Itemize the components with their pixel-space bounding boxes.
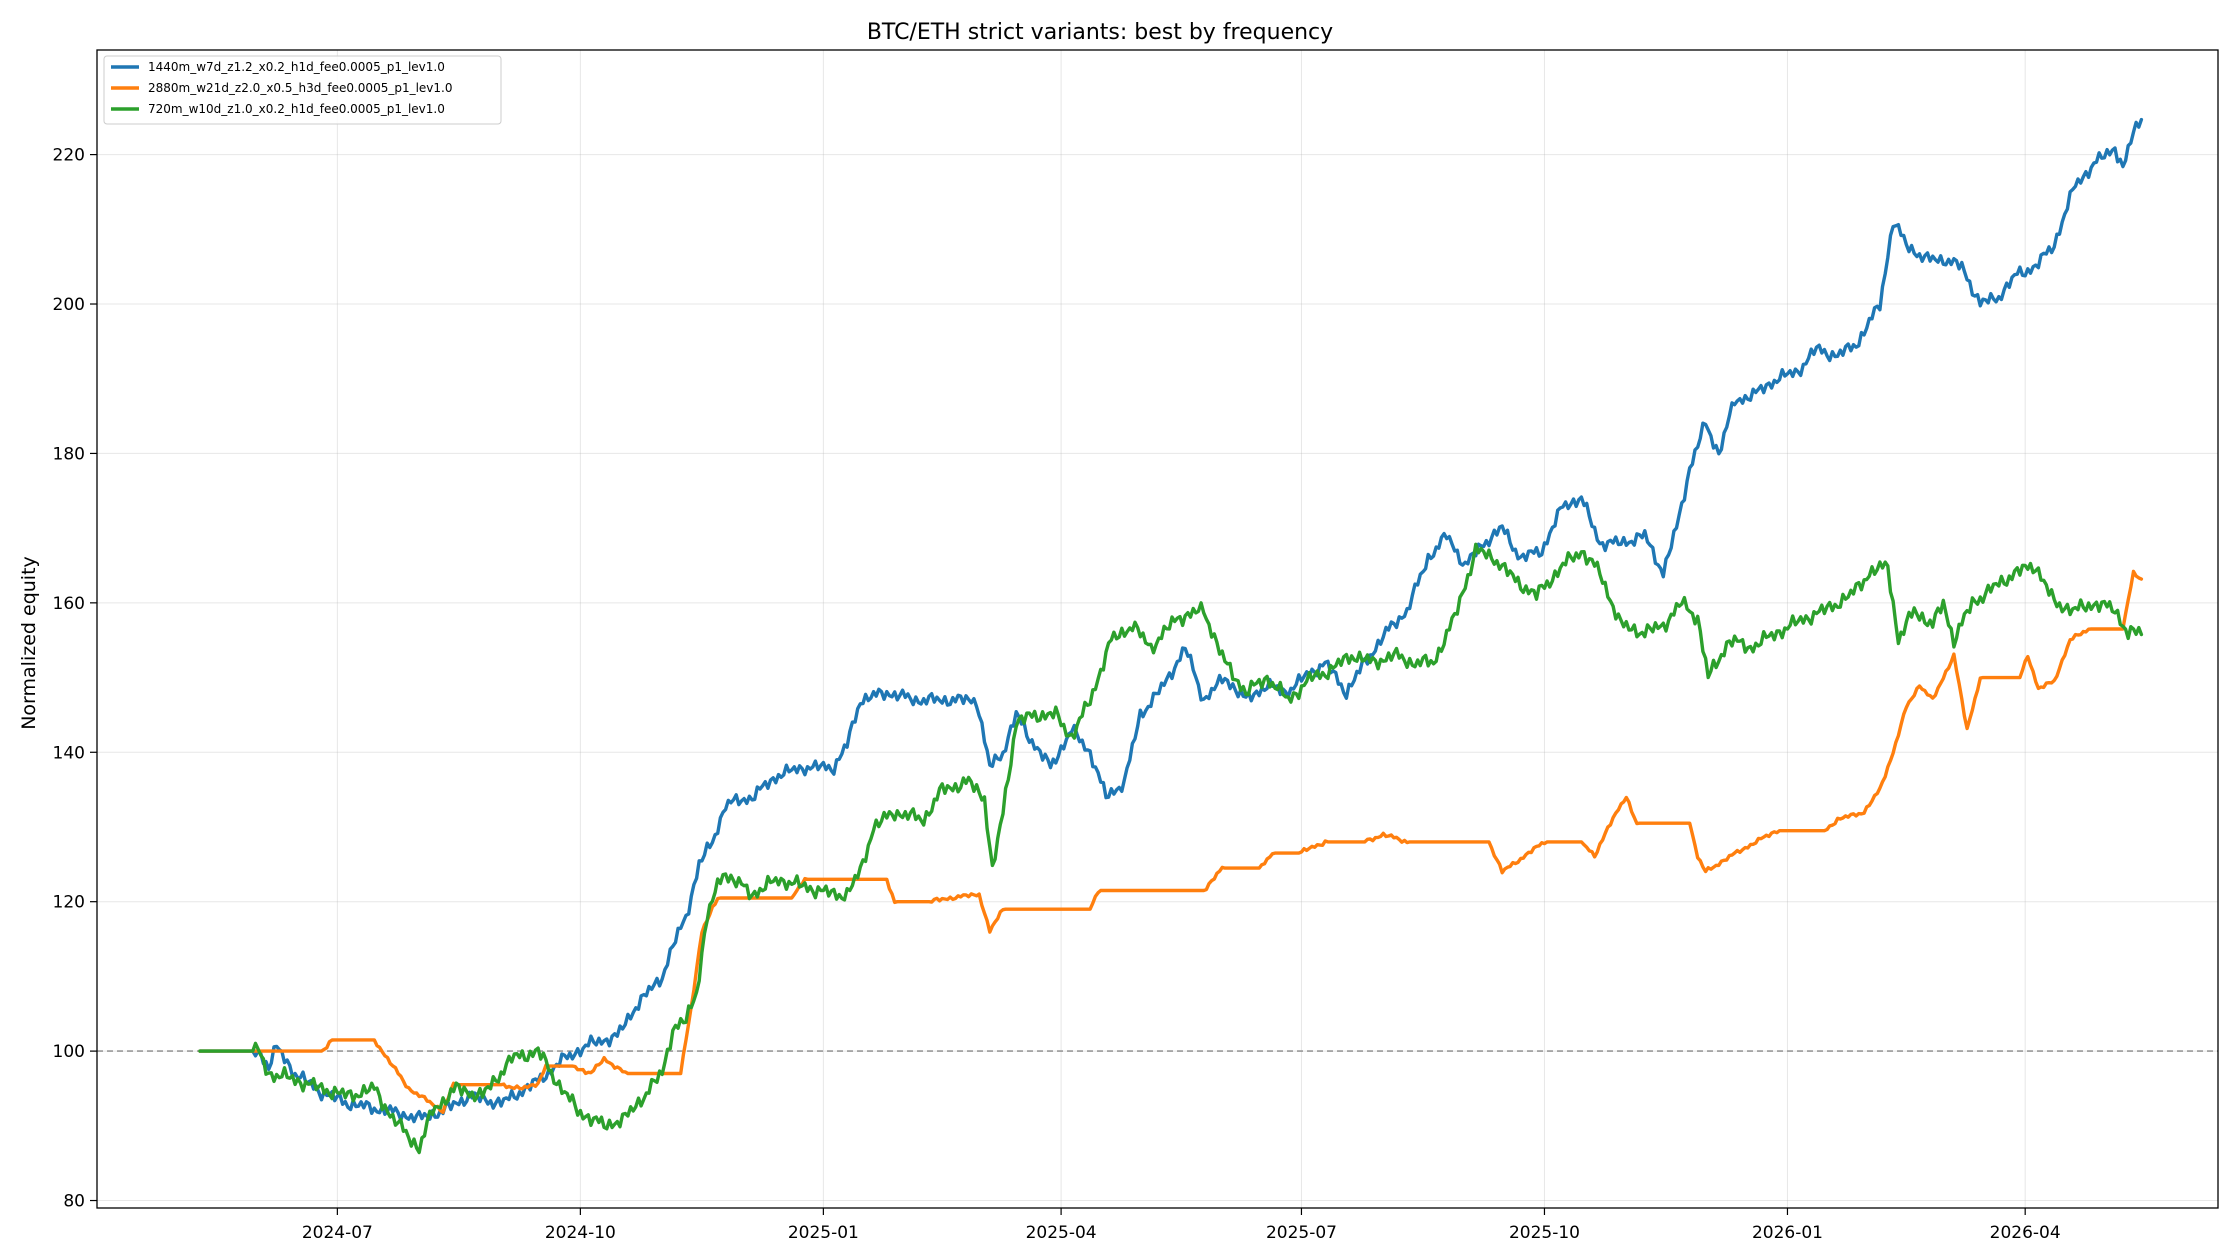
x-tick-label: 2025-07	[1266, 1223, 1337, 1243]
chart-title: BTC/ETH strict variants: best by frequen…	[867, 20, 1333, 45]
y-tick-label: 200	[53, 295, 85, 315]
x-tick-label: 2026-01	[1752, 1223, 1823, 1243]
plot-frame	[96, 49, 2219, 1209]
x-tick-label: 2025-04	[1026, 1223, 1097, 1243]
axis-ticks: 2024-07 2024-10 2025-01 2025-04 2025-07 2025-…	[53, 146, 2061, 1243]
series-line-3	[198, 542, 2144, 1155]
x-tick-label: 2025-01	[788, 1223, 859, 1243]
y-tick-label: 80	[63, 1192, 85, 1212]
series-line-1	[198, 117, 2144, 1124]
legend: 1440m_w7d_z1.2_x0.2_h1d_fee0.0005_p1_lev…	[103, 55, 502, 125]
series-line-2	[198, 569, 2144, 1114]
legend-items: 1440m_w7d_z1.2_x0.2_h1d_fee0.0005_p1_lev…	[111, 60, 453, 116]
legend-label-3: 720m_w10d_z1.0_x0.2_h1d_fee0.0005_p1_lev…	[148, 102, 445, 116]
x-tick-label: 2026-04	[1990, 1223, 2061, 1243]
y-tick-label: 220	[53, 146, 85, 166]
y-tick-label: 100	[53, 1042, 85, 1062]
y-tick-label: 160	[53, 594, 85, 614]
x-tick-label: 2024-10	[545, 1223, 616, 1243]
x-tick-label: 2025-10	[1509, 1223, 1580, 1243]
y-tick-label: 140	[53, 743, 85, 763]
y-tick-label: 120	[53, 893, 85, 913]
x-tick-label: 2024-07	[302, 1223, 373, 1243]
y-tick-label: 180	[53, 444, 85, 464]
legend-label-2: 2880m_w21d_z2.0_x0.5_h3d_fee0.0005_p1_le…	[148, 81, 453, 95]
y-axis-label: Normalized equity	[18, 556, 40, 730]
series-lines	[198, 117, 2144, 1155]
legend-label-1: 1440m_w7d_z1.2_x0.2_h1d_fee0.0005_p1_lev…	[148, 60, 445, 74]
legend-box	[103, 55, 502, 125]
